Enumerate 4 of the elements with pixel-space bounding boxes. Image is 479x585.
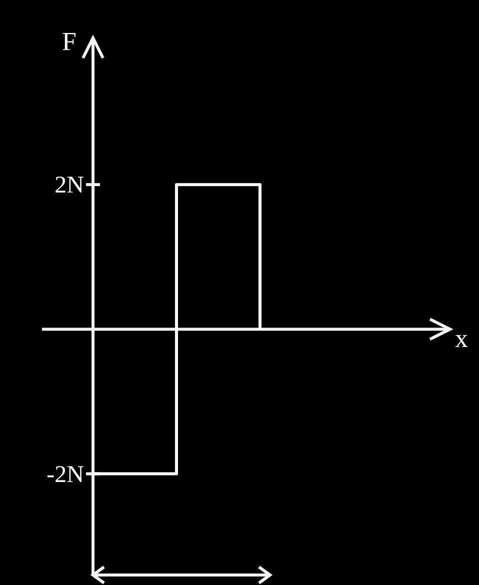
text: x: [455, 324, 468, 354]
y-axis-title: F: [62, 27, 76, 56]
y-tick-label: 2N: [54, 172, 84, 199]
y-tick-label: -2N: [46, 462, 84, 488]
